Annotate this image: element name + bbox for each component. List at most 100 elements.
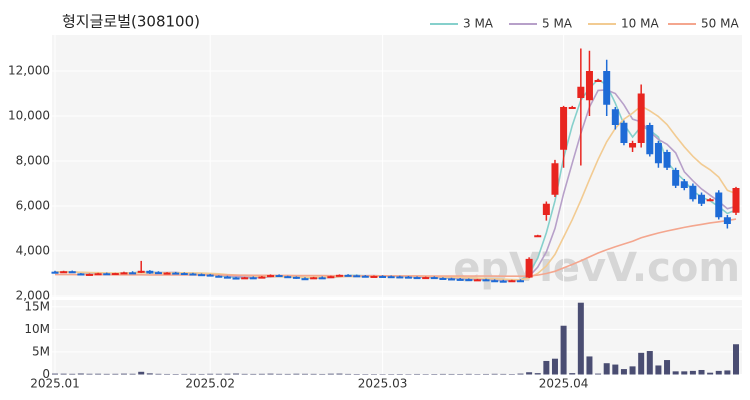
- volume-bar: [293, 373, 300, 375]
- candle-body: [629, 143, 637, 148]
- volume-bar: [155, 373, 162, 375]
- candle-body: [353, 275, 361, 278]
- volume-bar: [327, 373, 334, 375]
- y-tick-label: 12,000: [8, 64, 50, 78]
- volume-panel: [52, 300, 742, 375]
- candle-body: [215, 275, 223, 278]
- legend-label: 3 MA: [463, 17, 494, 31]
- volume-bar: [672, 371, 679, 375]
- volume-bar: [586, 356, 593, 375]
- volume-bar: [198, 373, 205, 375]
- volume-bar: [112, 373, 119, 375]
- volume-bar: [414, 373, 421, 375]
- volume-bar: [612, 364, 619, 375]
- candle-body: [422, 277, 430, 280]
- candle-body: [77, 273, 85, 276]
- volume-tick-label: 0: [42, 367, 50, 381]
- volume-bar: [646, 351, 653, 375]
- candle-body: [594, 80, 602, 82]
- candle-body: [310, 277, 318, 280]
- candle-body: [577, 86, 585, 98]
- candle-body: [689, 185, 697, 200]
- candle-body: [379, 275, 387, 278]
- volume-tick-label: 10M: [24, 322, 50, 336]
- candle-body: [491, 280, 499, 283]
- candle-body: [525, 258, 533, 278]
- volume-bar: [620, 369, 627, 375]
- volume-bar: [543, 360, 550, 375]
- volume-bar: [120, 373, 127, 375]
- volume-bar: [681, 371, 688, 375]
- volume-bar: [526, 372, 533, 375]
- volume-bar: [77, 373, 84, 375]
- volume-bar: [336, 373, 343, 375]
- candle-body: [637, 93, 645, 143]
- volume-bar: [629, 366, 636, 375]
- candle-body: [482, 279, 490, 282]
- candle-body: [516, 280, 524, 283]
- candle-body: [732, 188, 740, 213]
- candle-body: [146, 270, 154, 274]
- candle-body: [198, 274, 206, 277]
- volume-bar: [595, 373, 602, 375]
- candle-body: [585, 71, 593, 101]
- volume-bar: [310, 373, 317, 375]
- candle-body: [448, 278, 456, 281]
- legend-label: 10 MA: [621, 17, 659, 31]
- volume-bar: [517, 373, 524, 375]
- y-tick-label: 10,000: [8, 109, 50, 123]
- candle-body: [396, 276, 404, 279]
- volume-bar: [69, 373, 76, 375]
- volume-bar: [250, 373, 257, 375]
- candle-body: [249, 277, 257, 280]
- legend-label: 5 MA: [542, 17, 573, 31]
- candle-body: [560, 107, 568, 150]
- volume-bar: [715, 370, 722, 375]
- volume-bar: [129, 373, 136, 375]
- candle-body: [456, 278, 464, 281]
- volume-bar: [483, 373, 490, 375]
- volume-bar: [301, 373, 308, 375]
- candle-body: [129, 272, 137, 275]
- volume-bar: [577, 302, 584, 375]
- candle-body: [232, 277, 240, 280]
- candle-body: [301, 278, 309, 281]
- y-tick-label: 2,000: [16, 289, 50, 303]
- volume-bar: [551, 358, 558, 375]
- volume-tick-label: 15M: [24, 299, 50, 313]
- candle-body: [60, 271, 68, 274]
- volume-bar: [698, 369, 705, 375]
- price-panel: [52, 35, 742, 297]
- candle-body: [51, 271, 59, 274]
- candle-body: [68, 271, 76, 274]
- candle-body: [275, 275, 283, 278]
- y-tick-label: 6,000: [16, 199, 50, 213]
- volume-tick-label: 5M: [32, 344, 50, 358]
- candle-body: [223, 276, 231, 279]
- candle-body: [680, 181, 688, 188]
- volume-bar: [224, 373, 231, 375]
- volume-bar: [724, 370, 731, 375]
- candle-body: [189, 273, 197, 276]
- candle-body: [370, 275, 378, 278]
- candle-body: [430, 277, 438, 280]
- candle-body: [534, 235, 542, 238]
- candle-body: [318, 277, 326, 280]
- candle-body: [154, 272, 162, 275]
- candle-body: [137, 270, 145, 273]
- volume-bar: [233, 373, 240, 375]
- candle-body: [508, 280, 516, 283]
- ma-line: [55, 218, 737, 277]
- volume-bar: [267, 373, 274, 375]
- volume-bar: [284, 373, 291, 375]
- volume-bar: [146, 373, 153, 375]
- candle-body: [120, 272, 128, 275]
- candle-body: [698, 194, 706, 204]
- volume-bar: [258, 373, 265, 375]
- candle-body: [180, 273, 188, 276]
- candle-body: [663, 152, 671, 168]
- candle-body: [267, 275, 275, 278]
- volume-bar: [207, 373, 214, 375]
- candle-body: [292, 276, 300, 279]
